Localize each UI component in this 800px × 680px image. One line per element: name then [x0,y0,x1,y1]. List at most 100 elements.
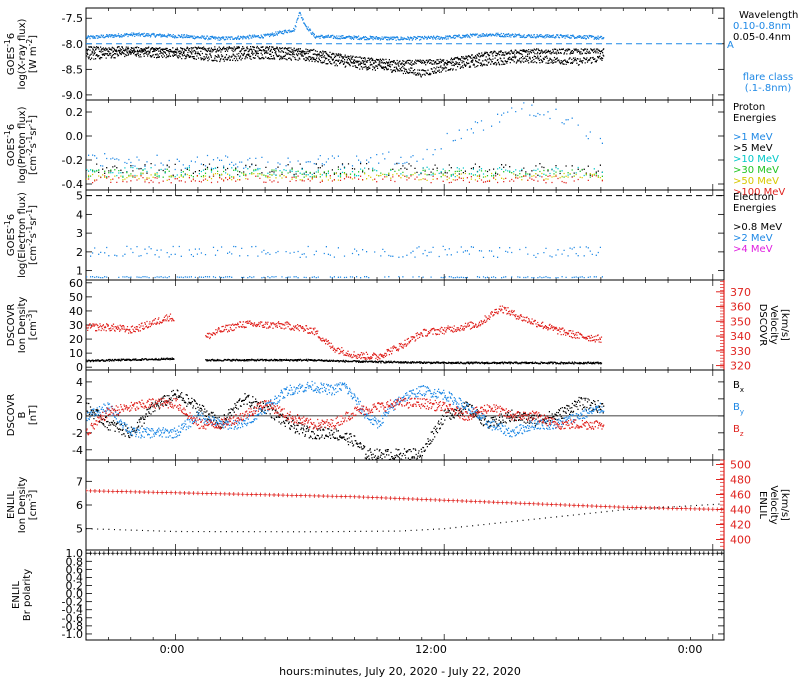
y-tick-label-enlil_polarity: 1.0 [66,547,84,560]
y-tick-label-electron: 4 [76,208,83,221]
series-marks-electron-0 [90,245,601,259]
legend-footer-xray: (.1-.8nm) [745,83,792,94]
series-dscovr_b-2 [86,397,605,436]
y-tick-label-electron: 2 [76,246,83,259]
series-marks-xray-2 [86,45,605,66]
threshold-label-xray: A [727,40,734,51]
series-dscovr_b-1 [86,380,605,439]
series-xray-0 [86,11,605,41]
right-tick-label-enlil_density: 480 [730,474,751,487]
y-tick-label-enlil_density: 6 [76,499,83,512]
x-axis-title: hours:minutes, July 20, 2020 - July 22, … [279,665,521,678]
series-proton-0 [88,102,603,171]
y-tick-label-proton: -0.4 [62,178,83,191]
series-proton-4 [86,172,603,182]
legend-entry-electron: >0.8 MeV [733,222,782,233]
y-axis-label-dscovr_density: DSCOVR [6,304,17,347]
y-axis-label-electron: GOES-16 [3,214,18,256]
series-dscovr_density-1 [86,357,603,365]
y-tick-label-enlil_polarity: -1.0 [62,628,83,641]
series-marks-dscovr_b-1 [86,380,605,439]
right-axis-label-dscovr_density: Velocity [768,305,779,344]
right-tick-label-dscovr_density: 350 [730,315,751,328]
right-tick-label-enlil_density: 500 [730,459,751,472]
x-tick-label-1: 12:00 [415,643,447,656]
y-tick-label-enlil_polarity: 0.6 [66,563,84,576]
series-dscovr_b-0 [86,389,605,460]
legend-entry-dscovr_b: Bz [733,424,744,438]
legend-entry-proton: >30 MeV [733,165,779,176]
y-tick-label-proton: -0.2 [62,154,83,167]
y-tick-label-dscovr_b: -2 [72,427,83,440]
right-tick-label-dscovr_density: 340 [730,330,751,343]
y-tick-label-enlil_polarity: 0.8 [66,555,84,568]
series-marks-xray-1 [86,49,605,78]
legend-title-electron: Electron [733,192,774,203]
series-enlil_density-1 [86,503,724,533]
y-tick-label-enlil_polarity: -0.2 [62,596,83,609]
panel-proton: 0.2 0.0 -0.2 -0.4 GOES-16 log(Proton flux) [cm… [3,99,785,198]
y-tick-label-dscovr_b: 0 [76,410,83,423]
panel-dscovr_b: 4 2 0 -2 -4 DSCOVR B [nT] Bx By Bz [6,369,744,461]
legend-entry-proton: >1 MeV [733,132,773,143]
legend-title-electron: Energies [733,203,776,214]
right-tick-label-enlil_density: 440 [730,504,751,517]
series-electron-1 [86,275,603,279]
series-marks-enlil_density-0 [86,488,724,512]
panel-frame-xray [85,7,725,101]
y-tick-label-electron: 5 [76,190,83,203]
right-axis-label-dscovr_density: [km/s] [779,309,790,341]
y-axis-label-dscovr_b: B [17,411,28,418]
legend-entry-electron: >4 MeV [733,244,773,255]
legend-title-proton: Energies [733,113,776,124]
y-tick-label-enlil_polarity: 0.0 [66,588,84,601]
series-marks-xray-0 [86,11,605,41]
y-axis-label-electron: log(Electron flux) [17,192,28,278]
legend-title-proton: Proton [733,102,765,113]
series-marks-dscovr_density-0 [86,305,603,361]
series-electron-0 [90,245,601,259]
series-xray-2 [86,45,605,66]
legend-entry-electron: >2 MeV [733,233,773,244]
series-marks-dscovr_density-1 [86,357,603,365]
y-tick-label-enlil_polarity: 0.4 [66,571,84,584]
y-tick-label-dscovr_density: 0 [76,361,83,374]
legend-footer-xray: flare class [743,72,793,83]
series-marks-enlil_polarity-0 [86,551,724,556]
y-tick-label-xray: -9.0 [62,89,83,102]
y-axis-label-xray: GOES-16 [3,33,18,75]
y-tick-label-proton: 0.0 [66,130,84,143]
y-tick-label-dscovr_b: 4 [76,376,83,389]
series-marks-enlil_density-1 [86,503,724,533]
y-axis-label-dscovr_b: [nT] [28,405,39,425]
panel-frame-dscovr_b [85,369,725,461]
panel-frame-enlil_density [85,459,725,551]
y-tick-label-enlil_polarity: 0.2 [66,580,84,593]
series-enlil_polarity-0 [86,551,724,556]
y-tick-label-xray: -8.0 [62,38,83,51]
panel-enlil_polarity: 1.00.80.60.40.20.0-0.2-0.4-0.6-0.8-1.0 EN… [11,547,725,641]
series-marks-proton-3 [88,168,603,178]
y-tick-label-dscovr_density: 10 [69,347,83,360]
right-tick-label-enlil_density: 400 [730,534,751,547]
legend-entry-proton: >100 MeV [733,187,785,198]
right-tick-label-dscovr_density: 330 [730,345,751,358]
y-axis-label-proton: [cm-2s-1sr-1] [25,115,40,175]
right-axis-label-dscovr_density: DSCOVR [757,304,768,347]
series-marks-dscovr_b-2 [86,397,605,436]
y-axis-label-dscovr_density: Ion Density [17,297,28,354]
y-tick-label-dscovr_density: 50 [69,291,83,304]
y-axis-label-dscovr_density: [cm-3] [25,310,40,341]
legend-title-xray: Wavelength [739,10,798,21]
x-tick-label-2: 0:00 [678,643,703,656]
series-xray-1 [86,49,605,78]
series-marks-proton-5 [88,174,603,184]
series-marks-proton-4 [86,172,603,182]
series-enlil_density-0 [86,488,724,512]
y-axis-label-enlil_density: Ion Density [17,477,28,534]
series-marks-dscovr_b-0 [86,389,605,460]
y-tick-label-dscovr_b: -4 [72,444,83,457]
y-tick-label-dscovr_density: 40 [69,305,83,318]
